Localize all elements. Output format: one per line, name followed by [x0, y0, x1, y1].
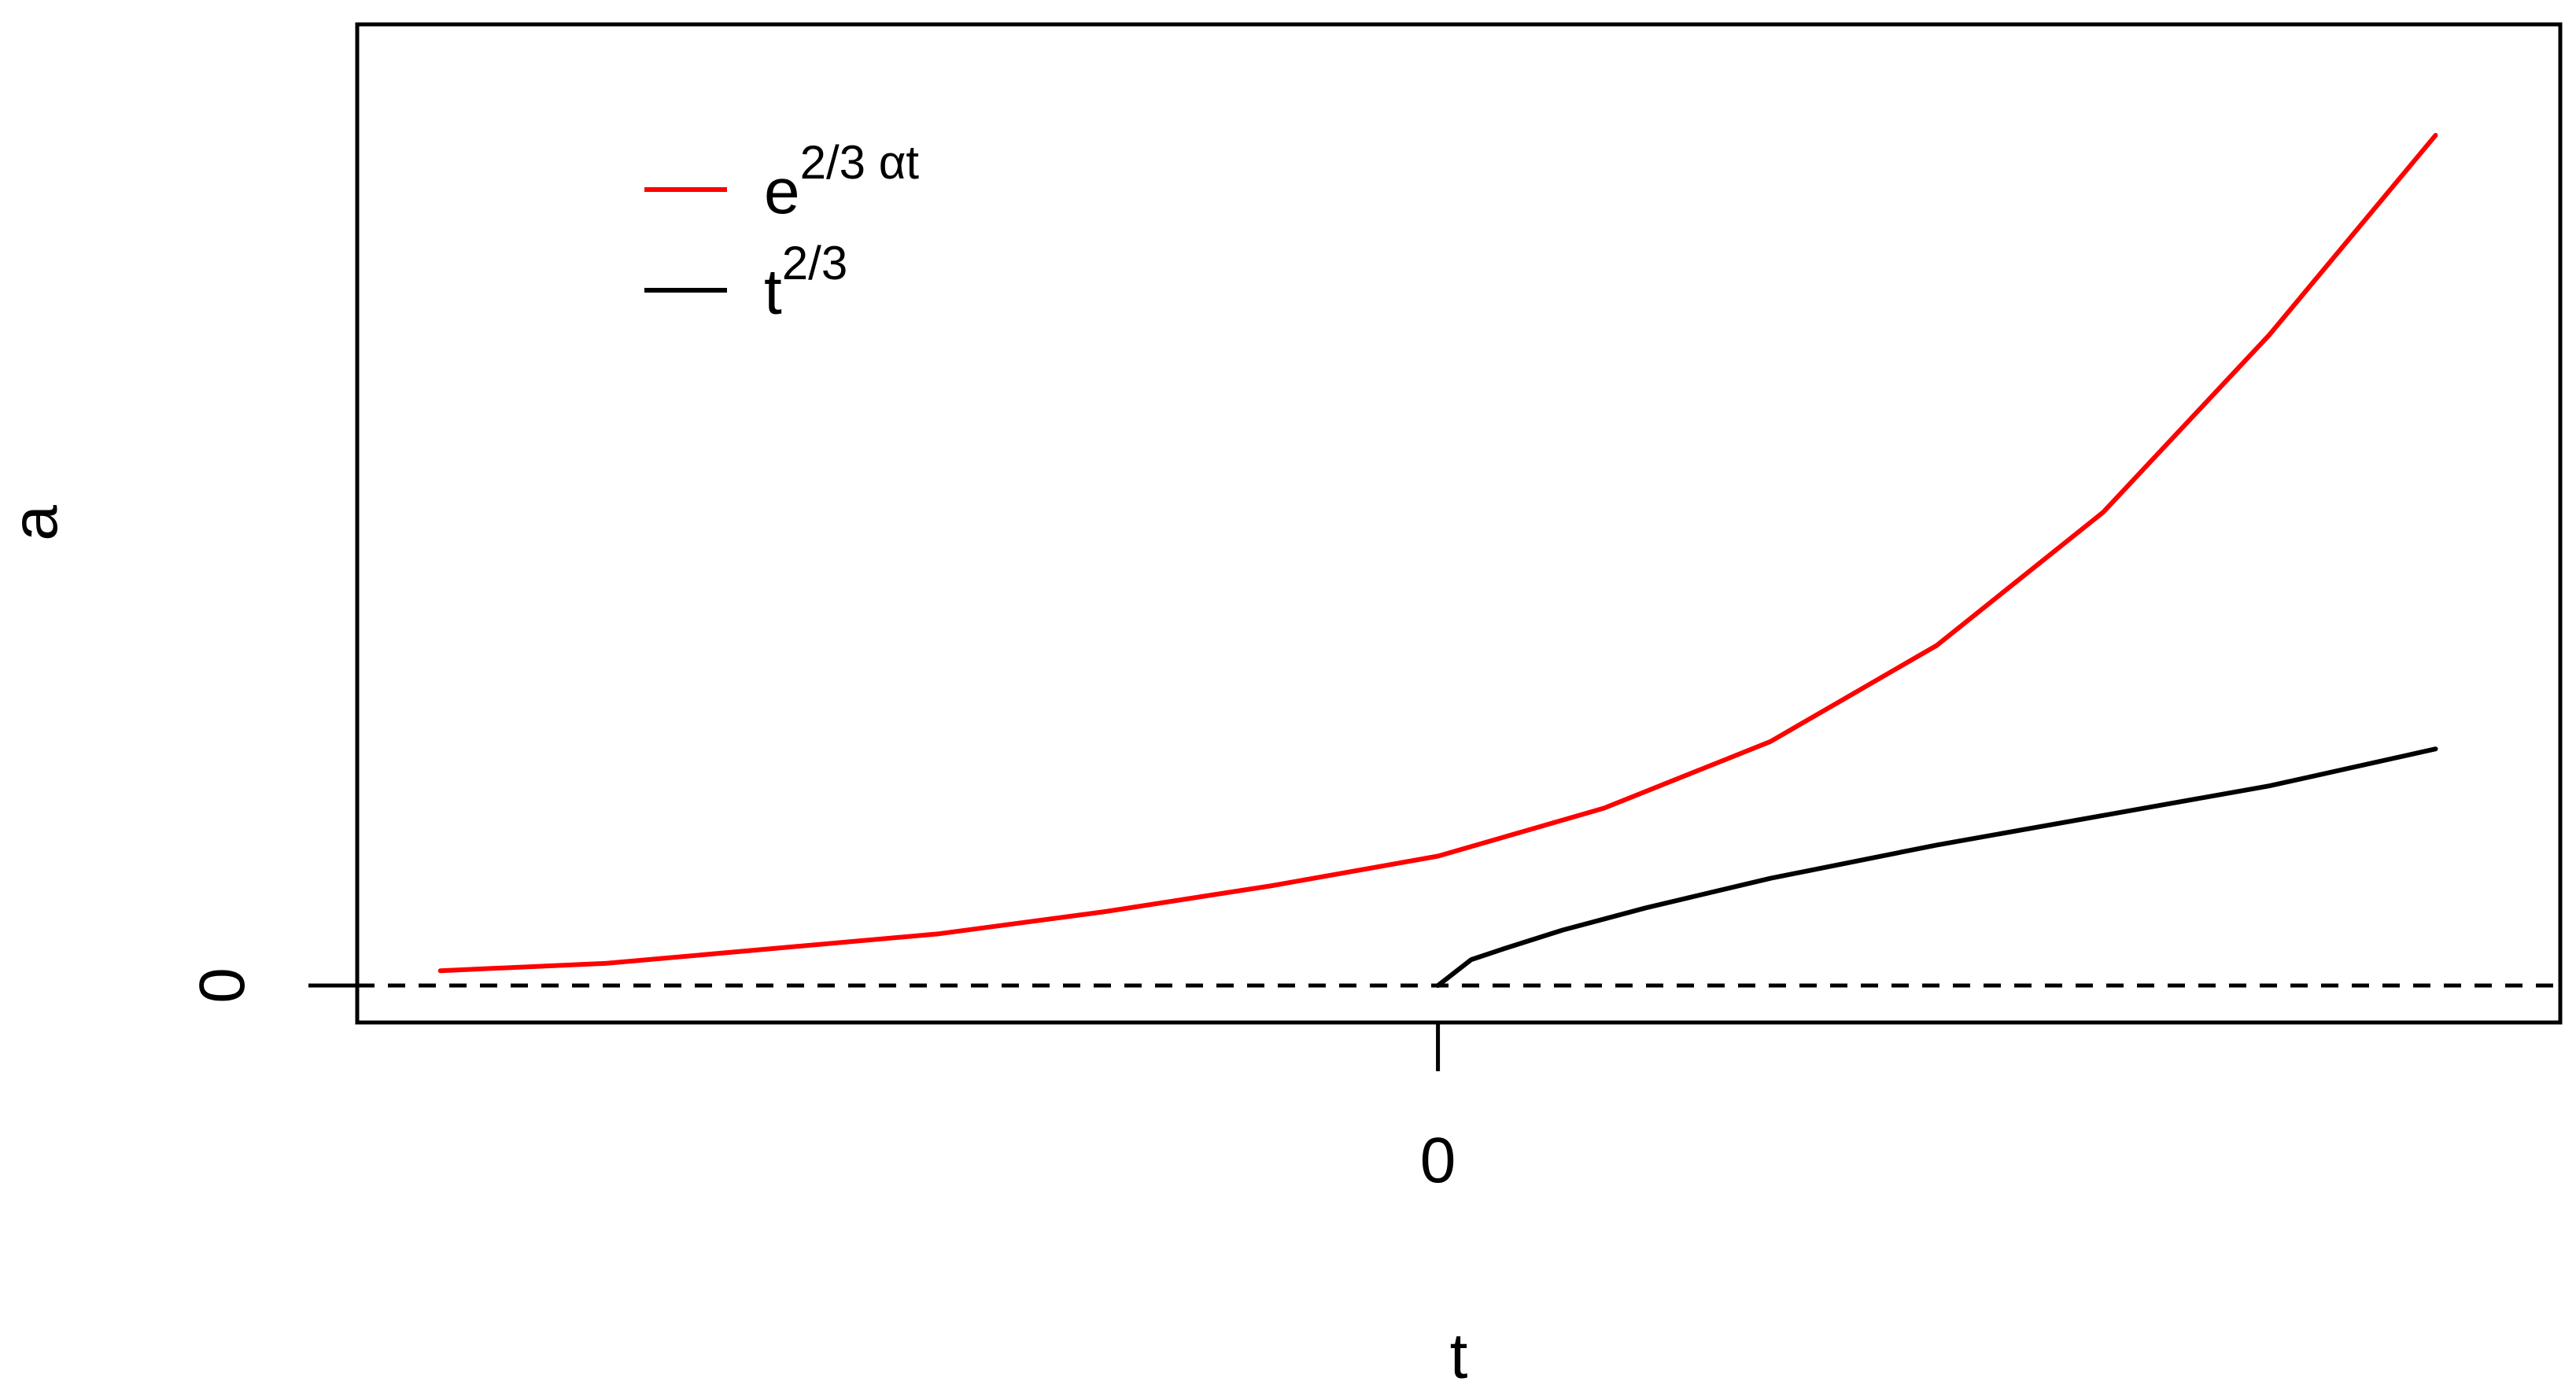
legend-label-1: e2/3 αt: [764, 136, 919, 227]
x-axis-title: t: [1450, 1321, 1468, 1389]
series-line-1: [437, 133, 2438, 974]
series-layer: [437, 133, 2438, 988]
y-tick-label-1: 0: [186, 967, 258, 1004]
legend-label-2: t2/3: [764, 237, 847, 328]
x-axis: 0: [1420, 1022, 1456, 1196]
y-axis-title: a: [0, 505, 71, 541]
legend: e2/3 αt t2/3: [644, 136, 919, 328]
plot-frame: [355, 22, 2563, 1025]
x-tick-label-1: 0: [1420, 1125, 1456, 1196]
y-axis: 0: [186, 967, 357, 1004]
series-line-2: [1435, 746, 2438, 988]
